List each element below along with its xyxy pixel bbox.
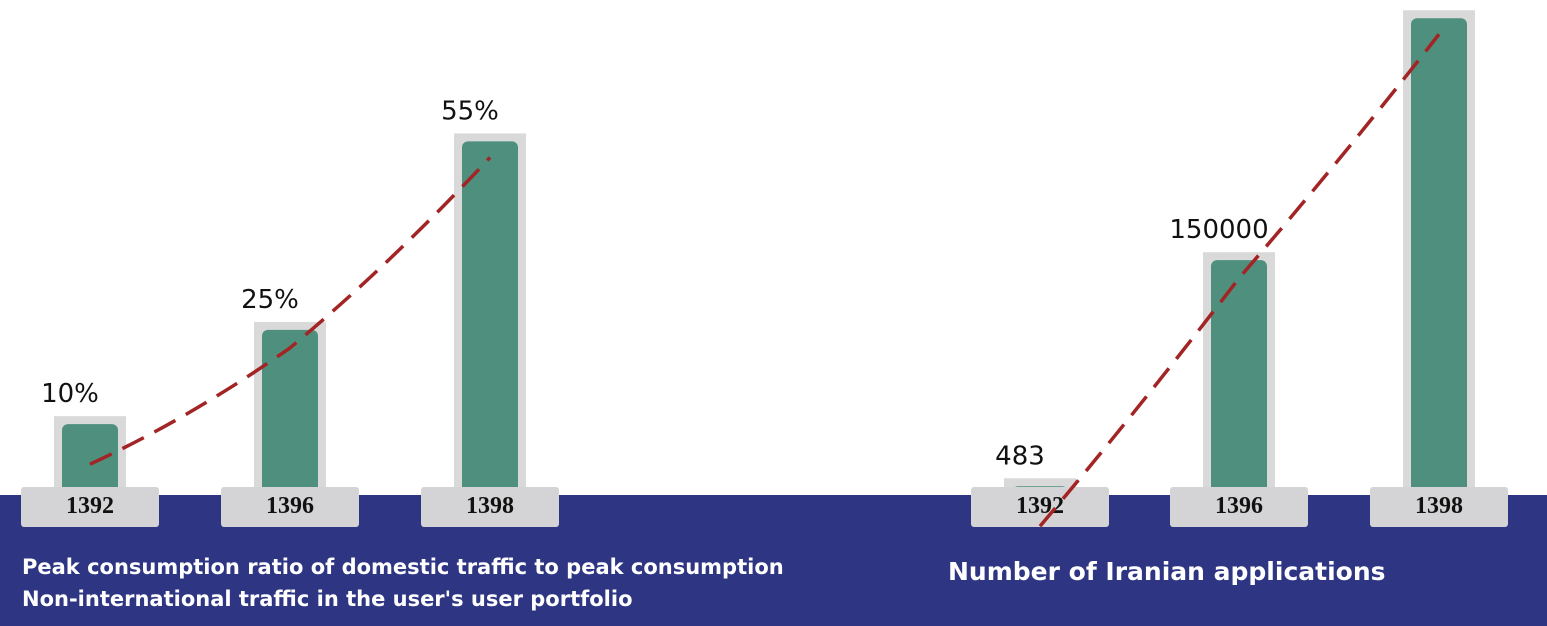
category-label-1396: 1396	[266, 493, 314, 519]
bar-1398	[1411, 18, 1467, 497]
chart-caption-line-1: Peak consumption ratio of domestic traff…	[22, 555, 784, 579]
chart-caption-line-1: Number of Iranian applications	[948, 557, 1386, 586]
trend-line	[89, 156, 492, 466]
value-label-1396: 25%	[241, 285, 299, 315]
bar-1392	[62, 424, 118, 497]
bar-1396	[262, 329, 318, 497]
chart-caption-line-2: Non-international traffic in the user's …	[22, 587, 633, 611]
category-label-1396: 1396	[1215, 493, 1263, 519]
category-box-1392	[21, 487, 159, 527]
category-label-1398: 1398	[466, 493, 514, 519]
value-label-1396: 150000	[1169, 215, 1268, 245]
value-label-1398: 55%	[441, 96, 499, 126]
category-box-1398	[1370, 487, 1508, 527]
category-label-1392: 1392	[1016, 493, 1064, 519]
bar-1396	[1211, 260, 1267, 497]
category-box-1398	[421, 487, 559, 527]
category-box-1396	[1170, 487, 1308, 527]
category-label-1392: 1392	[66, 493, 114, 519]
bar-1398	[462, 141, 518, 497]
value-label-1392: 10%	[41, 379, 99, 409]
category-box-1396	[221, 487, 359, 527]
chart-domestic-traffic-ratio: 1392 1396 1398 10% 25% 55% Peak consumption ra…	[21, 96, 784, 611]
category-label-1398: 1398	[1415, 493, 1463, 519]
value-label-1392: 483	[995, 441, 1045, 471]
chart-iranian-applications: 1392 1396 1398 483 150000 Number of Iranian a…	[948, 10, 1508, 586]
category-box-1392	[971, 487, 1109, 527]
